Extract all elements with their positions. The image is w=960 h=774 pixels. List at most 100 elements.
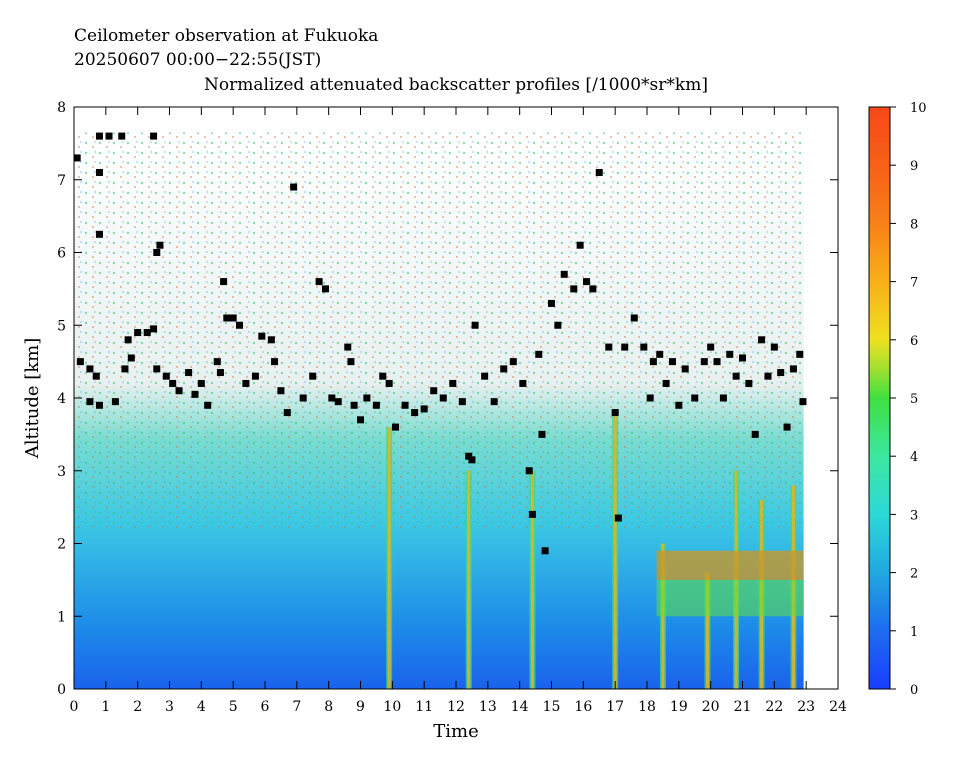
- cloud-base-point: [777, 369, 785, 377]
- cloud-base-point: [363, 394, 371, 402]
- y-tick-label: 6: [57, 246, 66, 262]
- cloud-base-point: [481, 372, 489, 380]
- cloud-base-point: [739, 354, 746, 362]
- precip-streak: [612, 412, 619, 689]
- y-axis-label: Altitude [km]: [22, 338, 43, 460]
- cloud-base-point: [86, 365, 94, 373]
- cloud-base-point: [121, 365, 129, 373]
- cloud-base-point: [656, 350, 664, 358]
- cloud-base-point: [583, 278, 591, 286]
- y-tick-label: 2: [57, 537, 66, 553]
- cloud-base-point: [185, 369, 193, 377]
- cloud-base-point: [216, 369, 224, 377]
- cloud-base-points: [73, 132, 807, 555]
- cloud-base-point: [541, 547, 549, 555]
- cloud-base-point: [668, 358, 676, 366]
- cloud-base-point: [315, 278, 323, 286]
- cloud-base-point: [681, 365, 689, 373]
- cloud-base-point: [420, 405, 428, 413]
- backscatter-features: [386, 412, 803, 689]
- x-tick-label: 14: [511, 699, 529, 715]
- x-tick-label: 10: [383, 699, 401, 715]
- y-tick-label: 4: [57, 391, 66, 407]
- cloud-base-point: [76, 358, 84, 366]
- x-tick-label: 5: [229, 699, 238, 715]
- cloud-base-point: [548, 299, 555, 307]
- cloud-base-point: [691, 394, 699, 402]
- cloud-base-point: [92, 372, 100, 380]
- cloud-base-point: [309, 372, 317, 380]
- cloud-base-point: [713, 358, 721, 366]
- cloud-base-point: [213, 358, 221, 366]
- cloud-base-point: [162, 372, 170, 380]
- y-tick-label: 7: [57, 173, 66, 189]
- colorbar-tick-label: 0: [910, 683, 918, 698]
- y-tick-label: 8: [57, 100, 66, 116]
- x-tick-label: 16: [574, 699, 592, 715]
- x-tick-label: 3: [165, 699, 174, 715]
- cloud-base-point: [134, 329, 142, 337]
- cloud-base-point: [372, 401, 380, 409]
- chart-title-line3: Normalized attenuated backscatter profil…: [204, 75, 708, 95]
- cloud-base-point: [726, 350, 734, 358]
- colorbar-tick-label: 9: [910, 159, 918, 174]
- cloud-base-point: [73, 154, 81, 162]
- x-tick-label: 13: [479, 699, 497, 715]
- cloud-base-point: [465, 452, 473, 460]
- cloud-base-point: [347, 358, 355, 366]
- colorbar-tick-label: 3: [910, 508, 918, 523]
- cloud-base-point: [719, 394, 727, 402]
- cloud-base-point: [204, 401, 212, 409]
- cloud-base-point: [611, 409, 619, 417]
- cloud-base-point: [490, 398, 498, 406]
- cloud-base-point: [271, 358, 279, 366]
- cloud-base-point: [267, 336, 275, 344]
- y-tick-label: 0: [57, 682, 66, 698]
- cloud-base-point: [576, 241, 584, 249]
- x-tick-label: 21: [734, 699, 752, 715]
- cloud-base-point: [242, 379, 250, 387]
- x-tick-label: 4: [197, 699, 206, 715]
- colorbar-gradient: [868, 106, 891, 690]
- cloud-base-point: [379, 372, 387, 380]
- cloud-base-point: [707, 343, 715, 351]
- cloud-base-point: [589, 285, 597, 293]
- cloud-base-point: [344, 343, 352, 351]
- precip-streak: [386, 427, 393, 689]
- cloud-base-point: [538, 430, 546, 438]
- colorbar-tick-label: 7: [910, 276, 918, 291]
- x-tick-label: 18: [638, 699, 656, 715]
- cloud-base-point: [229, 314, 237, 322]
- cloud-base-point: [554, 321, 562, 329]
- chart-titles: Ceilometer observation at Fukuoka 202506…: [74, 26, 708, 95]
- cloud-base-point: [328, 394, 336, 402]
- cloud-base-point: [150, 132, 158, 140]
- cloud-base-point: [525, 467, 533, 475]
- cloud-base-point: [621, 343, 629, 351]
- cloud-base-point: [401, 401, 409, 409]
- cloud-base-point: [236, 321, 244, 329]
- colorbar-tick-label: 10: [910, 101, 927, 116]
- cloud-base-point: [95, 230, 103, 238]
- cloud-base-point: [86, 398, 94, 406]
- cloud-base-point: [770, 343, 778, 351]
- cloud-base-point: [605, 343, 613, 351]
- x-tick-label: 0: [70, 699, 79, 715]
- x-tick-label: 6: [261, 699, 270, 715]
- cloud-base-point: [799, 398, 807, 406]
- cloud-base-point: [95, 168, 103, 176]
- cloud-base-point: [630, 314, 638, 322]
- cloud-base-point: [732, 372, 740, 380]
- cloud-base-point: [169, 379, 177, 387]
- cloud-base-point: [500, 365, 508, 373]
- x-tick-label: 2: [133, 699, 142, 715]
- cloud-base-point: [751, 430, 759, 438]
- cloud-base-point: [570, 285, 578, 293]
- cloud-base-point: [321, 285, 329, 293]
- cloud-base-point: [153, 365, 161, 373]
- cloud-base-point: [150, 325, 158, 333]
- y-tick-label: 3: [57, 464, 66, 480]
- cloud-base-point: [392, 423, 400, 431]
- x-tick-label: 17: [606, 699, 624, 715]
